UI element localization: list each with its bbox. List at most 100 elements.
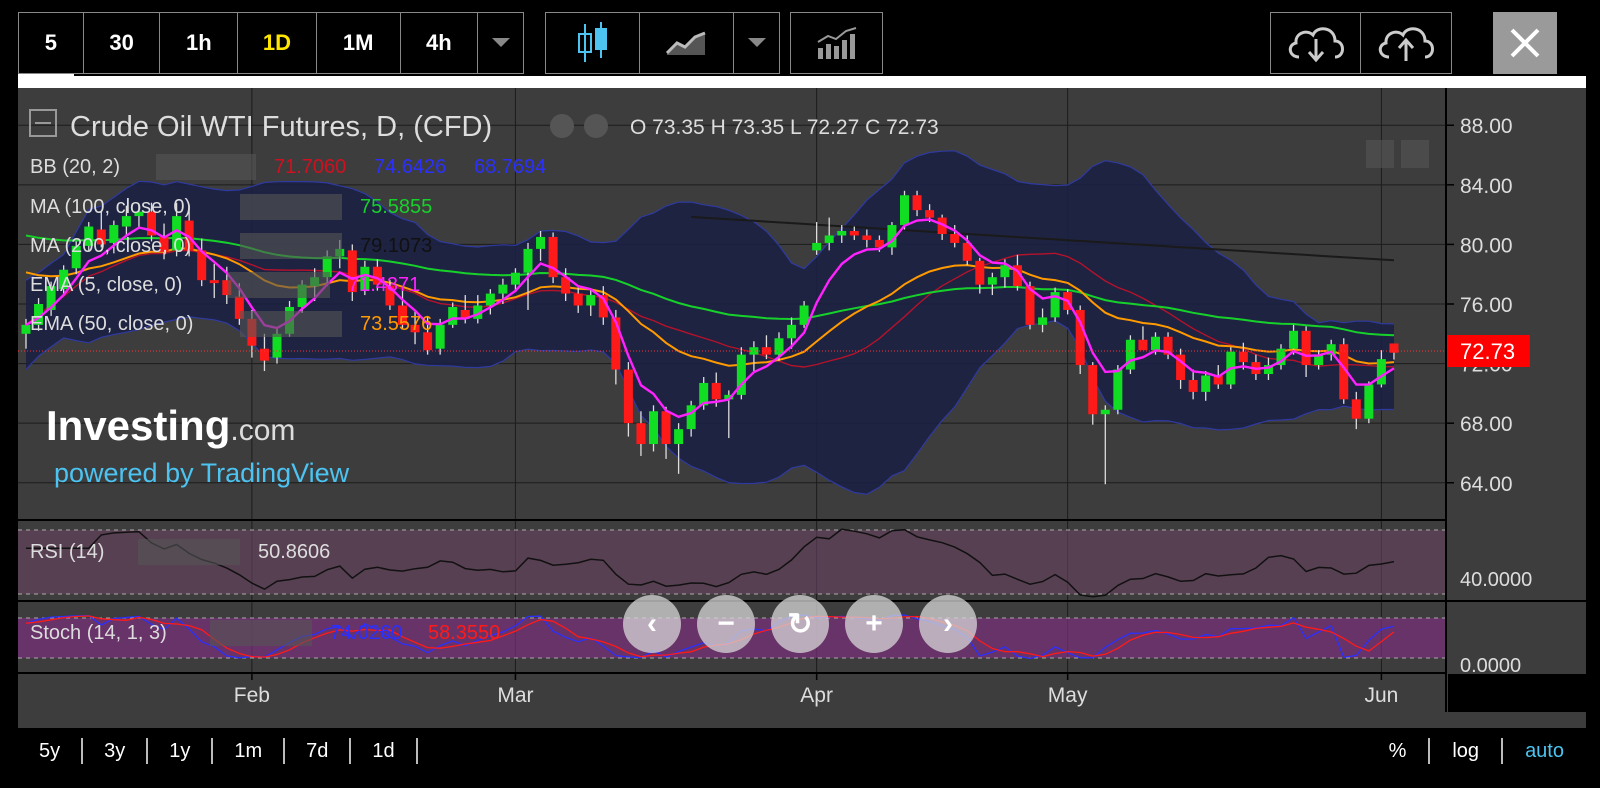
panel-tab[interactable] xyxy=(18,74,74,88)
title-eye-icon[interactable] xyxy=(550,114,574,138)
bb-lower-value: 68.7694 xyxy=(474,156,546,178)
y-tick-label: 84.00 xyxy=(1460,175,1513,198)
range-7d[interactable]: 7d xyxy=(285,738,352,764)
candle-body xyxy=(222,280,232,296)
ema5-controls[interactable] xyxy=(228,272,330,298)
candle-body xyxy=(398,305,407,325)
candle-body xyxy=(172,216,182,251)
interval-4h-button[interactable]: 4h xyxy=(401,13,479,73)
candle-body xyxy=(1351,399,1361,419)
candle-body xyxy=(774,338,784,355)
candlestick-button[interactable] xyxy=(546,13,640,73)
candle-body xyxy=(925,210,935,218)
cloud-toolbar xyxy=(1270,12,1452,74)
candle-body xyxy=(1138,339,1148,351)
candle-body xyxy=(523,248,533,273)
x-tick-label: Apr xyxy=(800,684,833,707)
interval-1d-button[interactable]: 1D xyxy=(238,13,317,73)
close-button[interactable] xyxy=(1493,12,1557,74)
ohlc-high: 73.35 xyxy=(732,116,785,139)
candle-body xyxy=(159,236,169,252)
zoom-in-button[interactable]: + xyxy=(845,595,903,653)
range-1d[interactable]: 1d xyxy=(351,738,418,764)
bollinger-band-fill xyxy=(26,150,1394,495)
indicators-button[interactable] xyxy=(791,13,882,73)
zoom-out-button[interactable]: − xyxy=(697,595,755,653)
candle-body xyxy=(699,382,709,406)
range-1m[interactable]: 1m xyxy=(213,738,286,764)
range-5y[interactable]: 5y xyxy=(18,738,84,764)
collapse-toggle[interactable] xyxy=(29,109,57,137)
candle-body xyxy=(147,211,156,236)
candle-body xyxy=(1000,265,1010,278)
chart-legend: Crude Oil WTI Futures, D, (CFD) O 73.35 … xyxy=(29,109,939,337)
candle-body xyxy=(950,233,960,243)
interval-toolbar: 5 30 1h 1D 1M 4h xyxy=(18,12,524,74)
candle-body xyxy=(259,348,269,361)
ma100-controls[interactable] xyxy=(240,194,342,220)
candle-body xyxy=(1176,354,1186,380)
title-gear-icon[interactable] xyxy=(584,114,608,138)
y-tick-label: 88.00 xyxy=(1460,115,1513,138)
range-1y[interactable]: 1y xyxy=(148,738,214,764)
candle-body xyxy=(121,216,131,227)
candle-body xyxy=(510,272,520,285)
cloud-download-button[interactable] xyxy=(1271,13,1361,73)
stoch-controls[interactable] xyxy=(210,620,312,646)
candle-body xyxy=(1301,330,1311,366)
scroll-right-button[interactable]: › xyxy=(919,595,977,653)
chart-type-toolbar xyxy=(545,12,780,74)
candle-body xyxy=(1376,359,1386,385)
interval-1h-button[interactable]: 1h xyxy=(160,13,239,73)
interval-30-button[interactable]: 30 xyxy=(84,13,161,73)
candle-body xyxy=(134,211,144,217)
candle-body xyxy=(1125,339,1135,370)
candle-body xyxy=(598,295,608,318)
candle-body xyxy=(1012,265,1022,287)
indicators-icon xyxy=(816,27,856,59)
candle-body xyxy=(1238,351,1248,363)
ema50-controls[interactable] xyxy=(240,311,342,337)
rsi-controls[interactable] xyxy=(138,539,240,565)
scale-fit-button[interactable] xyxy=(1401,140,1429,168)
minus-icon: − xyxy=(717,607,735,640)
interval-1m-button[interactable]: 1M xyxy=(317,13,401,73)
reset-icon: ↻ xyxy=(787,607,813,641)
panel-divider xyxy=(74,76,1586,88)
candle-body xyxy=(711,382,721,400)
line-chart-button[interactable] xyxy=(640,13,734,73)
candle-body xyxy=(372,266,382,285)
cloud-upload-button[interactable] xyxy=(1361,13,1451,73)
candle-body xyxy=(736,354,746,395)
scale-down-button[interactable] xyxy=(1366,140,1394,168)
candle-body xyxy=(272,333,282,358)
candle-body xyxy=(360,266,370,291)
stoch-label: Stoch (14, 1, 3) xyxy=(30,622,167,644)
candle-body xyxy=(874,239,884,248)
scale-controls: % log auto xyxy=(1367,728,1586,774)
candle-body xyxy=(975,260,985,285)
range-3y[interactable]: 3y xyxy=(83,738,149,764)
y-tick-label: 68.00 xyxy=(1460,413,1513,436)
chevron-down-icon xyxy=(747,38,766,47)
rsi-value: 50.8606 xyxy=(258,541,330,563)
reset-button[interactable]: ↻ xyxy=(771,595,829,653)
candle-body xyxy=(824,235,834,243)
ma200-controls[interactable] xyxy=(240,233,342,259)
scale-auto[interactable]: auto xyxy=(1525,740,1564,762)
interval-5-button[interactable]: 5 xyxy=(19,13,84,73)
ema5-line xyxy=(25,218,1395,419)
candle-body xyxy=(71,245,81,269)
candle-body xyxy=(636,423,646,445)
bb-controls[interactable] xyxy=(156,154,256,180)
candle-body xyxy=(84,226,94,246)
chart-type-dropdown-button[interactable] xyxy=(734,13,779,73)
candle-body xyxy=(611,317,621,370)
y-tick-label: 64.00 xyxy=(1460,473,1513,496)
scroll-left-button[interactable]: ‹ xyxy=(623,595,681,653)
ema50-value: 73.5576 xyxy=(360,313,432,335)
scale-percent[interactable]: % xyxy=(1367,738,1431,764)
scale-log[interactable]: log xyxy=(1430,738,1504,764)
interval-dropdown-button[interactable] xyxy=(478,13,523,73)
candlestick-icon xyxy=(577,22,607,62)
